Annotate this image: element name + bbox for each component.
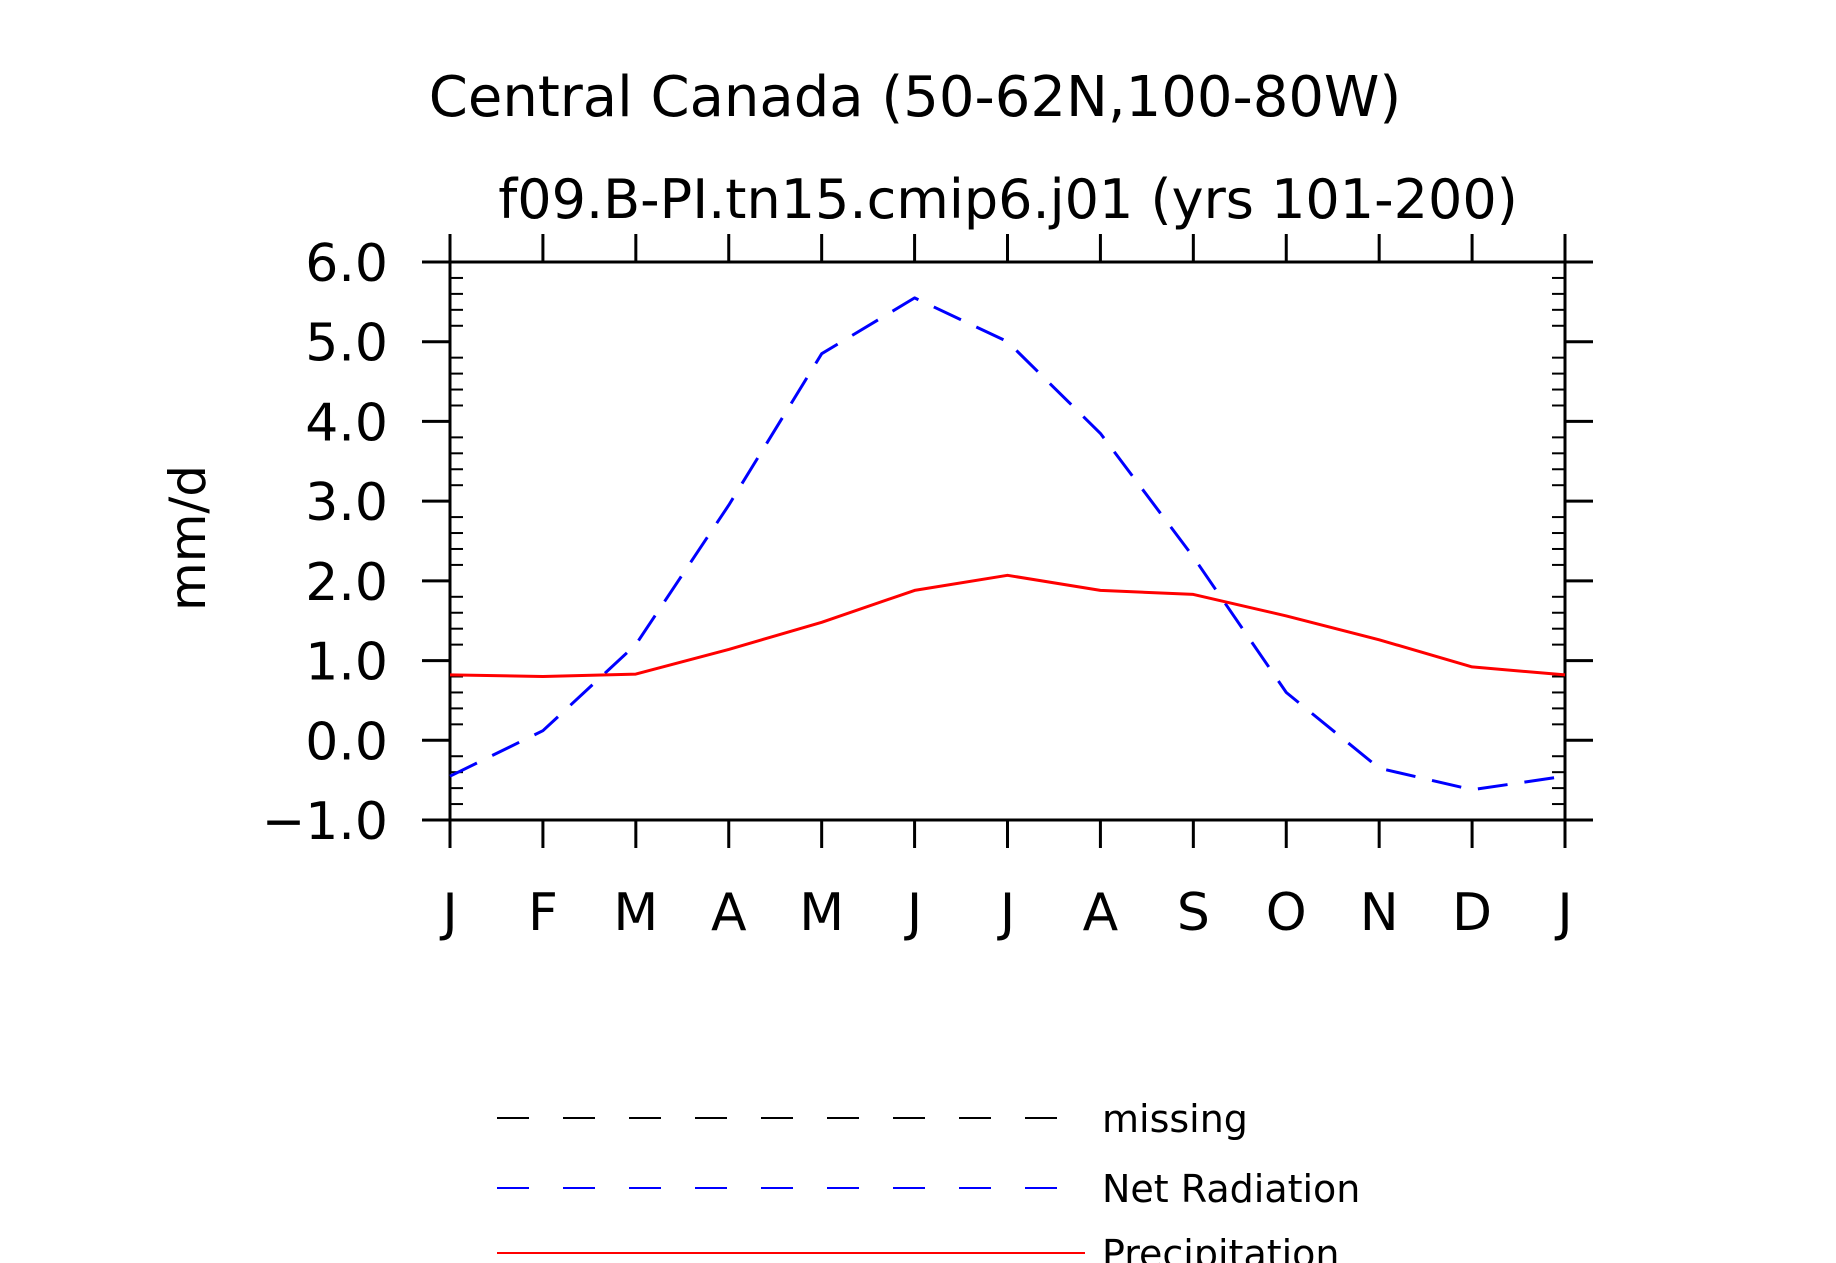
- x-tick-label: S: [1177, 883, 1210, 943]
- legend-label-precipitation: Precipitation: [1102, 1232, 1340, 1263]
- y-tick-label: 4.0: [305, 393, 388, 453]
- x-tick-label: O: [1266, 883, 1307, 943]
- y-tick-label: 2.0: [305, 553, 388, 613]
- y-tick-label: 6.0: [305, 234, 388, 294]
- x-tick-label: A: [1083, 883, 1119, 943]
- y-tick-label: 1.0: [305, 633, 388, 693]
- x-tick-label: F: [528, 883, 558, 943]
- series-line-precipitation: [449, 573, 1566, 678]
- x-tick-label: M: [613, 883, 658, 943]
- plot-area: J F M A M J J A S O N D J−1.00.01.02.03.04.05.06.0: [262, 234, 1593, 943]
- x-tick-label: J: [904, 883, 922, 943]
- y-tick-label: 0.0: [305, 712, 388, 772]
- legend-label-net-radiation: Net Radiation: [1102, 1167, 1360, 1211]
- x-tick-label: J: [997, 883, 1015, 943]
- chart-title: Central Canada (50-62N,100-80W): [429, 65, 1401, 130]
- y-tick-label: −1.0: [262, 792, 388, 852]
- y-tick-label: 5.0: [305, 314, 388, 374]
- y-tick-label: 3.0: [305, 473, 388, 533]
- y-axis-label: mm/d: [159, 465, 217, 611]
- legend: missing Net Radiation Precipitation: [497, 1097, 1360, 1263]
- x-tick-label: D: [1452, 883, 1492, 943]
- plot-frame: [448, 260, 1567, 822]
- x-tick-label: A: [711, 883, 747, 943]
- series-line-net-radiation: [449, 296, 1566, 792]
- x-tick-label: J: [1554, 883, 1572, 943]
- x-tick-label: M: [799, 883, 844, 943]
- x-tick-label: N: [1360, 883, 1399, 943]
- chart-subtitle: f09.B-PI.tn15.cmip6.j01 (yrs 101-200): [498, 168, 1518, 231]
- legend-label-missing: missing: [1102, 1097, 1248, 1141]
- x-tick-label: J: [439, 883, 457, 943]
